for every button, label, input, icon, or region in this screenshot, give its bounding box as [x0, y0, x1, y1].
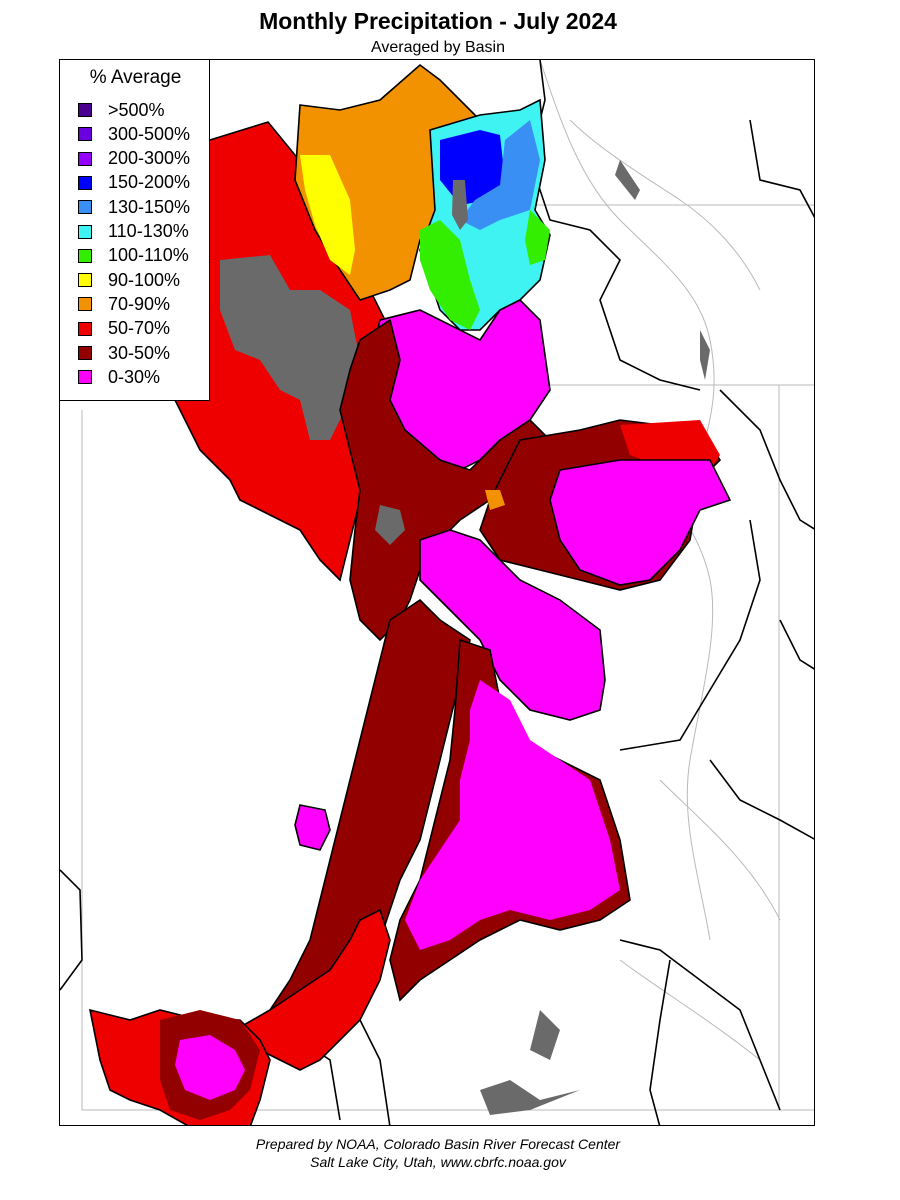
legend-item: >500% — [78, 100, 165, 120]
legend-swatch — [78, 321, 92, 336]
basin-yellow-north — [300, 155, 355, 275]
legend-label: 90-100% — [108, 269, 181, 290]
basin-boundary-line — [779, 619, 814, 670]
basin-boundary-line — [619, 939, 781, 1111]
reservoir-shape — [530, 1010, 560, 1060]
legend-item: 0-30% — [78, 367, 160, 387]
basin-boundary-line — [60, 869, 83, 991]
legend-item: 50-70% — [78, 318, 171, 339]
legend-label: 300-500% — [108, 123, 191, 144]
river-line — [619, 959, 761, 1061]
legend-label: 130-150% — [108, 196, 191, 217]
legend-item: 300-500% — [78, 124, 190, 144]
basin-map-canvas — [60, 60, 814, 1125]
basin-boundary-line — [709, 759, 814, 840]
basin-no-data-west — [220, 255, 360, 440]
legend-label: 150-200% — [108, 172, 191, 193]
basin-boundary-line — [749, 119, 814, 218]
legend-item: 30-50% — [78, 343, 170, 363]
legend-item: 130-150% — [78, 197, 190, 217]
basin-boundary-line — [359, 1019, 391, 1125]
legend-label: 110-130% — [108, 221, 189, 241]
legend-label: 30-50% — [108, 342, 171, 363]
reservoir-shape — [480, 1080, 580, 1115]
legend-item: 200-300% — [78, 148, 191, 169]
basin-green-northeast — [420, 220, 480, 330]
basin-no-data-north — [452, 180, 468, 230]
legend-swatch — [78, 224, 92, 239]
legend-label: >500% — [108, 99, 165, 120]
legend-swatch — [78, 127, 92, 142]
map-subtitle: Averaged by Basin — [370, 39, 505, 56]
basin-boundary-line — [619, 519, 761, 751]
basin-magenta-southwest — [175, 1035, 245, 1100]
state-border-line — [81, 410, 814, 1111]
legend-item: 110-130% — [78, 221, 189, 242]
map-title: Monthly Precipitation - July 2024 — [259, 8, 617, 34]
basin-boundary-line — [529, 60, 701, 391]
legend-swatch — [78, 370, 92, 385]
legend-swatch — [78, 346, 92, 360]
basin-boundary-line — [719, 389, 814, 530]
river-line — [659, 779, 781, 921]
legend-label: 50-70% — [108, 318, 171, 339]
legend-item: 150-200% — [78, 172, 191, 193]
reservoir-shape — [615, 160, 640, 200]
basin-magenta-middle — [419, 529, 606, 721]
basin-map — [59, 59, 815, 1126]
legend-box: % Average >500% 300-500% 200-300% 150-200% 1… — [59, 59, 210, 401]
legend-item: 70-90% — [78, 294, 170, 314]
legend-swatch — [78, 297, 92, 312]
basin-green-northeast-edge — [525, 210, 550, 265]
basin-magenta-south — [405, 680, 620, 950]
legend-swatch — [78, 200, 92, 215]
basin-boundary-line — [649, 959, 671, 1125]
legend-label: 0-30% — [108, 366, 161, 387]
legend-swatch — [78, 151, 92, 166]
basin-magenta-east — [549, 459, 732, 586]
basin-red-east-top — [620, 420, 720, 470]
legend-swatch — [78, 103, 92, 117]
legend-swatch — [78, 175, 92, 190]
legend-label: 100-110% — [108, 245, 189, 266]
credit-line-1: Prepared by NOAA, Colorado Basin River F… — [255, 1136, 621, 1152]
legend-item: 90-100% — [78, 270, 180, 290]
river-line — [569, 119, 761, 291]
basin-lightblue-northeast — [460, 120, 540, 230]
legend-swatch — [78, 273, 92, 288]
basin-orange-small-patch — [485, 490, 505, 510]
legend-swatch — [78, 248, 92, 263]
reservoir-shape — [700, 330, 710, 380]
legend-label: 200-300% — [108, 148, 191, 169]
credit-line-2: Salt Lake City, Utah, www.cbrfc.noaa.gov — [310, 1154, 566, 1170]
legend-item: 100-110% — [78, 245, 189, 266]
river-line — [539, 60, 715, 461]
legend-title: % Average — [89, 67, 182, 88]
legend-label: 70-90% — [108, 293, 171, 314]
basin-magenta-small-west — [294, 804, 331, 851]
basin-no-data-central — [375, 505, 405, 545]
